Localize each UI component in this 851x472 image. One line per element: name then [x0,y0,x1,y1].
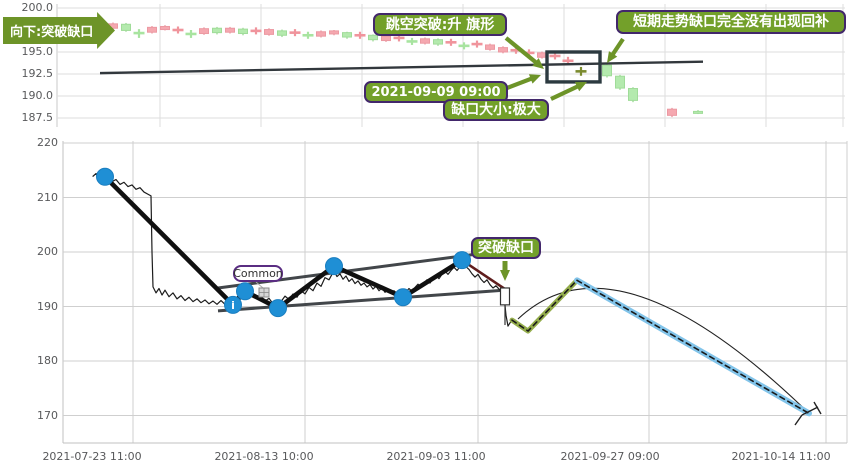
gap-highlight-box [545,50,602,84]
forecast-curve [517,287,810,414]
trend-marker [224,295,242,314]
bottom-x-tick: 2021-09-03 11:00 [386,450,486,463]
annotation-breakout-gap: 突破缺口 [471,237,541,259]
trend-marker [453,251,471,270]
top-y-tick: 200.0 [21,1,54,14]
annotation-arrows [504,36,625,101]
top-y-tick: 195.0 [21,45,54,58]
trend-marker [394,288,412,307]
bottom-y-tick: 170 [37,408,58,422]
breakout-gap-arrow [500,261,510,281]
trend-markers: i [96,167,471,318]
trend-marker [325,257,343,276]
annotation-no-backfill: 短期走势缺口完全没有出现回补 [616,10,846,34]
price-line [92,172,513,327]
gap-candle [499,287,511,326]
annotation-gap-size: 缺口大小:极大 [443,99,549,121]
gridlines [56,4,848,444]
annotation-gap-breakout-flag: 跳空突破:升 旗形 [373,13,507,36]
bottom-x-tick: 2021-09-27 09:00 [560,450,660,463]
top-y-tick: 187.5 [21,111,54,124]
forecast-green [509,277,580,334]
trend-marker [269,299,287,318]
bottom-y-tick: 180 [37,354,58,367]
trend-marker [96,167,114,186]
forecast-blue [574,277,812,417]
bottom-x-tick: 2021-07-23 11:00 [42,450,142,463]
top-trendline [99,60,704,75]
candlesticks [108,22,703,118]
bottom-y-tick: 220 [37,136,58,149]
annotation-common: Common [233,265,283,282]
common-leader-icon [255,281,270,298]
bottom-x-tick: 2021-08-13 10:00 [214,450,314,463]
annotation-breakout-gap-down-banner: 向下:突破缺口 [3,12,115,49]
trend-marker [236,282,254,301]
bottom-y-tick: 200 [37,245,58,258]
top-y-tick: 192.5 [21,67,54,80]
annotation-timestamp: 2021-09-09 09:00 [364,81,508,103]
forecast-end-bracket [794,401,822,426]
bottom-x-tick: 2021-10-14 11:00 [731,450,831,463]
info-marker-letter: i [231,299,235,312]
bottom-y-tick: 210 [37,190,58,204]
bottom-y-tick: 190 [37,299,58,313]
top-y-tick: 190.0 [21,89,54,102]
